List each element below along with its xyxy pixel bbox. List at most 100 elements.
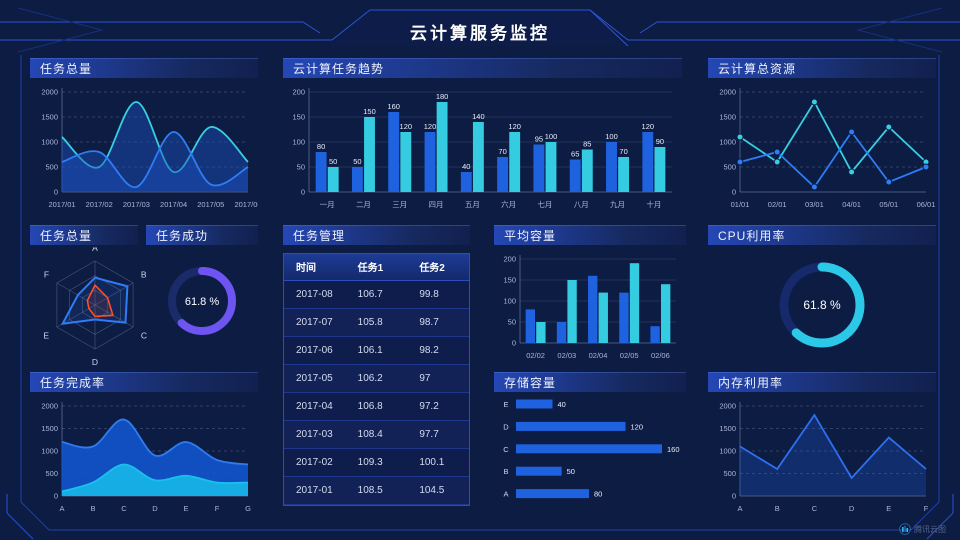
svg-text:70: 70 xyxy=(498,147,506,156)
table-row: 2017-05 106.2 97 xyxy=(284,364,469,393)
svg-text:2000: 2000 xyxy=(41,402,58,411)
panel-cpu-usage: CPU利用率 61.8 % xyxy=(708,225,936,367)
svg-text:03/01: 03/01 xyxy=(805,200,824,209)
task-table-card: 时间 任务1 任务2 2017-08 106.7 99.8 2017-07 105.8 98.… xyxy=(283,253,470,506)
svg-text:85: 85 xyxy=(583,140,591,149)
avg-capacity-bar-chart: 0 50 100 150 200 02/02 02/03 02/04 02/05 02/06 xyxy=(503,255,676,360)
svg-text:1500: 1500 xyxy=(719,424,736,433)
table-cell: 104.5 xyxy=(407,476,469,505)
svg-text:160: 160 xyxy=(667,445,680,454)
brand-watermark: 腾讯云图 xyxy=(899,523,946,535)
table-header-cell: 时间 xyxy=(284,254,346,281)
svg-text:E: E xyxy=(183,504,188,513)
svg-text:0: 0 xyxy=(54,188,58,197)
svg-text:1000: 1000 xyxy=(719,447,736,456)
panel-cloud-resources: 云计算总资源 0 500 1000 1500 2000 01/01 02/01 03/01 04… xyxy=(708,58,936,216)
table-cell: 98.7 xyxy=(407,308,469,337)
svg-text:50: 50 xyxy=(508,318,516,327)
task-total-radar-chart: A B C D E F xyxy=(43,247,147,367)
table-cell: 106.8 xyxy=(345,392,408,421)
svg-text:180: 180 xyxy=(436,92,449,101)
svg-text:D: D xyxy=(849,504,855,513)
svg-text:B: B xyxy=(90,504,95,513)
svg-text:02/05: 02/05 xyxy=(620,351,639,360)
svg-text:2017/06: 2017/06 xyxy=(234,200,258,209)
brand-watermark-label: 腾讯云图 xyxy=(914,524,946,534)
svg-text:C: C xyxy=(812,504,818,513)
svg-text:E: E xyxy=(886,504,891,513)
svg-text:90: 90 xyxy=(656,137,664,146)
panel-storage: 存储容量 E 40 D 120 C 160 B 50 A 80 xyxy=(494,372,686,520)
svg-text:150: 150 xyxy=(503,276,516,285)
table-cell: 2017-08 xyxy=(284,280,346,309)
table-cell: 97 xyxy=(407,364,469,393)
svg-text:2017/05: 2017/05 xyxy=(197,200,224,209)
panel-task-success-title: 任务成功 xyxy=(146,225,258,245)
table-row: 2017-07 105.8 98.7 xyxy=(284,308,469,337)
svg-text:95: 95 xyxy=(535,135,543,144)
svg-text:120: 120 xyxy=(642,122,655,131)
svg-text:65: 65 xyxy=(571,150,579,159)
svg-text:120: 120 xyxy=(631,422,644,431)
table-header-row: 时间 任务1 任务2 xyxy=(284,254,469,281)
table-cell: 97.2 xyxy=(407,392,469,421)
svg-text:D: D xyxy=(92,357,98,367)
svg-text:A: A xyxy=(503,490,508,499)
table-header-cell: 任务2 xyxy=(407,254,469,281)
table-cell: 2017-02 xyxy=(284,448,346,477)
svg-text:1500: 1500 xyxy=(719,113,736,122)
svg-text:C: C xyxy=(141,331,147,341)
svg-text:0: 0 xyxy=(512,339,516,348)
svg-text:2017/01: 2017/01 xyxy=(48,200,75,209)
panel-task-completion: 任务完成率 0 500 1000 1500 2000 A B C D E F G xyxy=(30,372,258,520)
panel-task-manage: 任务管理 时间 任务1 任务2 2017-08 106.7 99.8 2017-07 105… xyxy=(283,225,470,512)
task-success-gauge: 61.8 % xyxy=(168,267,236,335)
table-header-cell: 任务1 xyxy=(345,254,408,281)
task-total-line-chart: 0 500 1000 1500 2000 2017/01 2017/02 2017/03 201… xyxy=(41,88,258,210)
panel-task-manage-title: 任务管理 xyxy=(283,225,470,245)
panel-storage-title: 存储容量 xyxy=(494,372,686,392)
svg-text:500: 500 xyxy=(723,469,736,478)
svg-text:100: 100 xyxy=(292,138,305,147)
table-cell: 109.3 xyxy=(345,448,408,477)
svg-text:02/02: 02/02 xyxy=(526,351,545,360)
svg-text:0: 0 xyxy=(732,188,736,197)
table-row: 2017-08 106.7 99.8 xyxy=(284,280,469,309)
svg-text:02/06: 02/06 xyxy=(651,351,670,360)
svg-text:2017/02: 2017/02 xyxy=(86,200,113,209)
svg-text:100: 100 xyxy=(545,132,558,141)
table-cell: 108.4 xyxy=(345,420,408,449)
svg-text:0: 0 xyxy=(54,492,58,501)
table-row: 2017-03 108.4 97.7 xyxy=(284,420,469,449)
table-cell: 2017-05 xyxy=(284,364,346,393)
panel-task-total-radar: 任务总量 A B C D E F xyxy=(30,225,147,367)
svg-text:1500: 1500 xyxy=(41,113,58,122)
cloud-resources-line-chart: 0 500 1000 1500 2000 01/01 02/01 03/01 04/01 05/0… xyxy=(719,88,935,210)
table-cell: 106.1 xyxy=(345,336,408,365)
svg-text:2000: 2000 xyxy=(719,402,736,411)
svg-text:50: 50 xyxy=(567,467,575,476)
task-table: 时间 任务1 任务2 2017-08 106.7 99.8 2017-07 105.8 98.… xyxy=(284,254,469,505)
panel-avg-capacity: 平均容量 0 50 100 150 200 02/02 02/03 02/04 02/05 02/… xyxy=(494,225,686,367)
svg-text:E: E xyxy=(43,331,49,341)
svg-text:61.8 %: 61.8 % xyxy=(185,296,219,308)
svg-text:02/03: 02/03 xyxy=(557,351,576,360)
table-cell: 100.1 xyxy=(407,448,469,477)
table-cell: 2017-01 xyxy=(284,476,346,505)
panel-task-total-line: 任务总量 0 500 1000 1500 2000 2017/01 2017/02 2017/… xyxy=(30,58,258,216)
table-cell: 99.8 xyxy=(407,280,469,309)
svg-text:1500: 1500 xyxy=(41,424,58,433)
panel-cpu-usage-title: CPU利用率 xyxy=(708,225,936,245)
svg-text:F: F xyxy=(924,504,929,513)
svg-text:九月: 九月 xyxy=(610,200,625,209)
svg-text:A: A xyxy=(737,504,742,513)
table-row: 2017-04 106.8 97.2 xyxy=(284,392,469,421)
svg-text:B: B xyxy=(775,504,780,513)
svg-text:D: D xyxy=(152,504,158,513)
panel-task-total-line-title: 任务总量 xyxy=(30,58,258,78)
svg-text:150: 150 xyxy=(363,107,376,116)
svg-text:100: 100 xyxy=(503,297,516,306)
table-cell: 105.8 xyxy=(345,308,408,337)
task-trend-bar-chart: 0 50 100 150 200 一月 二月 三月 四月 五月 六月 七月 八月 九月 十月 80 50 160 1… xyxy=(292,88,672,209)
svg-text:二月: 二月 xyxy=(356,200,371,209)
